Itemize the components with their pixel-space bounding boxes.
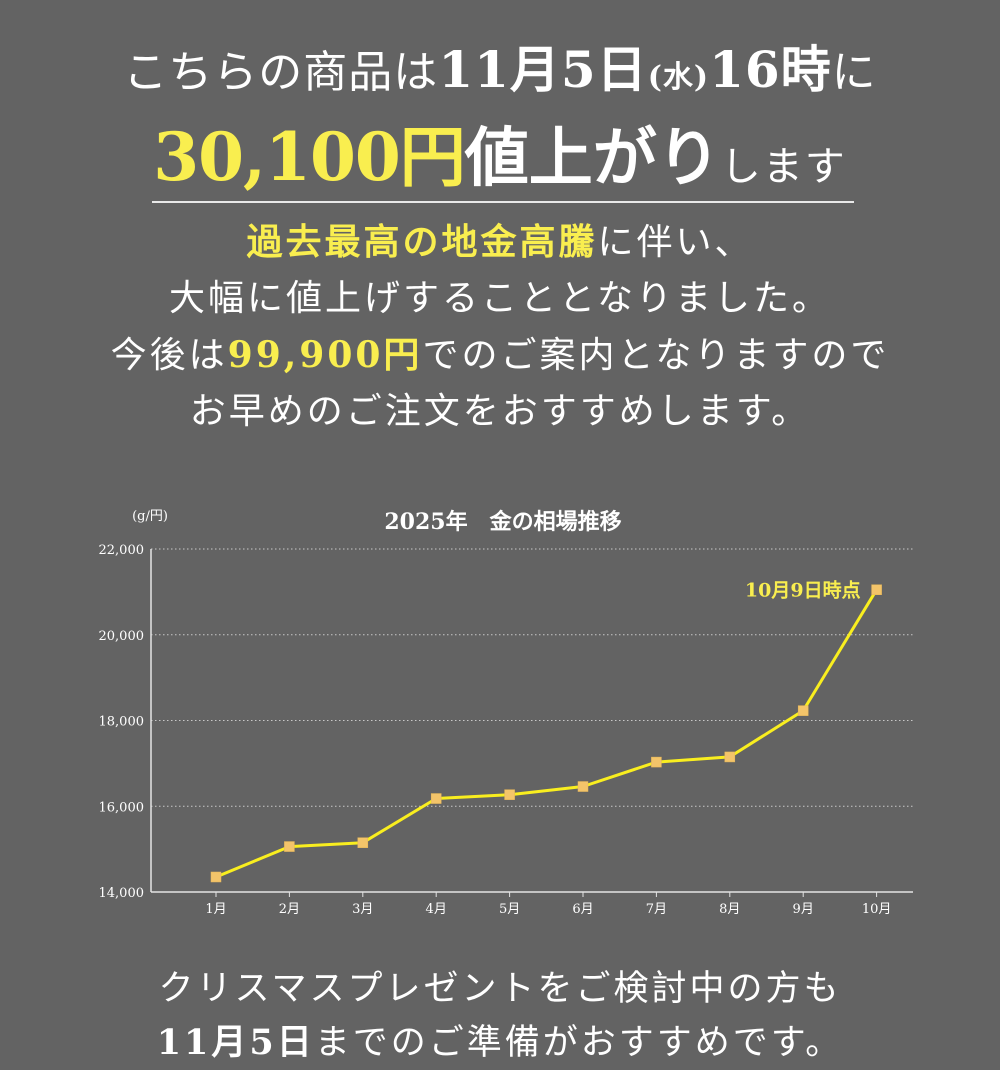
x-tick-label: 2月 (279, 902, 300, 917)
notice-line1: 過去最高の地金高騰に伴い、 (0, 214, 1000, 271)
headline-line1: こちらの商品は11月5日(水)16時に (0, 30, 1000, 102)
notice-line1-rest: に伴い、 (597, 222, 754, 263)
data-point (797, 705, 809, 716)
chart-title: 2025年 金の相場推移 (384, 509, 621, 535)
headline-prefix: こちらの商品は (123, 47, 439, 98)
notice-line4: お早めのご注文をおすすめします。 (189, 391, 811, 432)
y-tick-label: 22,000 (99, 543, 145, 558)
data-point (871, 584, 882, 595)
data-point (357, 837, 369, 848)
divider (152, 201, 854, 203)
headline-suffix: に (831, 47, 877, 98)
y-tick-label: 18,000 (99, 715, 145, 730)
data-point (724, 751, 736, 763)
x-tick-label: 1月 (205, 902, 226, 917)
gold-price-chart: 2025年 金の相場推移 (g/円) 14,000 16,000 18,000 20,00… (99, 509, 913, 917)
x-tick-label: 10月 (862, 902, 892, 917)
notice-line3-rest: でのご案内となりますので (422, 335, 890, 376)
x-tick-label: 5月 (499, 902, 520, 917)
data-point (284, 841, 295, 852)
y-tick-label: 20,000 (99, 629, 145, 644)
headline-price: 30,100円 (153, 118, 466, 196)
footer-line2-rest: までのご準備がおすすめです。 (314, 1023, 844, 1063)
notice-text: 過去最高の地金高騰に伴い、 大幅に値上げすることとなりました。 今後は99,90… (0, 214, 1000, 440)
y-axis-unit: (g/円) (132, 509, 168, 524)
headline-line2: 30,100円値上がりします (0, 104, 1000, 200)
x-tick-label: 8月 (719, 902, 740, 917)
notice-highlight: 過去最高の地金高騰 (246, 221, 598, 263)
x-tick-label: 4月 (426, 902, 447, 917)
headline-time: 16時 (709, 40, 832, 99)
footer-date: 11月5日 (156, 1022, 315, 1063)
data-point (210, 871, 222, 883)
x-tick-label: 7月 (646, 902, 667, 917)
footer-text: クリスマスプレゼントをご検討中の方も 11月5日までのご準備がおすすめです。 (0, 962, 1000, 1070)
notice-line2: 大幅に値上げすることとなりました。 (169, 278, 831, 319)
data-point (430, 793, 442, 804)
series-line (215, 588, 878, 879)
y-tick-label: 14,000 (99, 886, 145, 901)
chart-annotation: 10月9日時点 (745, 580, 861, 602)
headline-weekday: (水) (647, 60, 710, 95)
x-tick-label: 9月 (793, 902, 814, 917)
data-point (651, 756, 662, 768)
headline-rise: 値上がり (464, 121, 721, 196)
notice-new-price: 99,900円 (227, 334, 423, 376)
x-tick-label: 6月 (572, 902, 593, 917)
footer-line1: クリスマスプレゼントをご検討中の方も (158, 969, 842, 1009)
notice-line3-prefix: 今後は (110, 335, 228, 376)
y-tick-label: 16,000 (99, 800, 145, 815)
footer-line2: 11月5日までのご準備がおすすめです。 (0, 1016, 1000, 1070)
headline-suffix2: します (720, 144, 847, 190)
notice-line3: 今後は99,900円でのご案内となりますので (0, 327, 1000, 384)
headline-date: 11月5日 (438, 40, 648, 99)
data-point (577, 781, 589, 792)
x-tick-label: 3月 (352, 902, 373, 917)
data-point (504, 789, 515, 800)
